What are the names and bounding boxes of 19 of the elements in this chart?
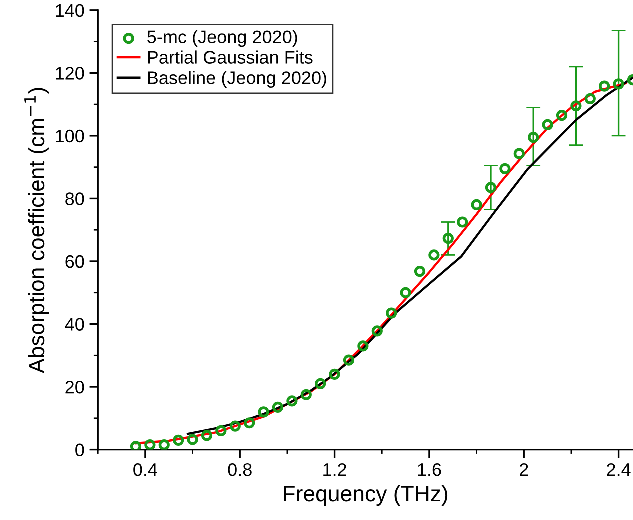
- x-tick-label: 2.4: [607, 463, 631, 476]
- y-tick-label: 60: [66, 255, 84, 268]
- x-axis-title: Frequency (THz): [284, 485, 448, 506]
- x-tick-label: 0.4: [134, 463, 158, 476]
- y-tick-label: 100: [56, 130, 84, 143]
- y-tick-label: 20: [66, 380, 84, 394]
- legend-label: 5-mc (Jeong 2020): [148, 30, 298, 48]
- legend-label: Partial Gaussian Fits: [148, 50, 313, 64]
- legend-label: Baseline (Jeong 2020): [148, 71, 326, 88]
- y-tick-label: 120: [56, 67, 84, 80]
- x-tick-label: 1.2: [324, 463, 346, 476]
- x-tick-label: 1.6: [418, 463, 442, 476]
- x-tick-label: 2: [520, 463, 528, 476]
- y-tick-label: 140: [56, 4, 84, 18]
- y-tick-label: 0: [76, 444, 84, 457]
- x-tick-label: 0.8: [228, 463, 252, 476]
- y-tick-label: 40: [65, 318, 84, 331]
- y-axis-title: Absorption coefficient (cm$^{−1}$): [24, 88, 50, 374]
- y-tick-label: 80: [66, 192, 84, 206]
